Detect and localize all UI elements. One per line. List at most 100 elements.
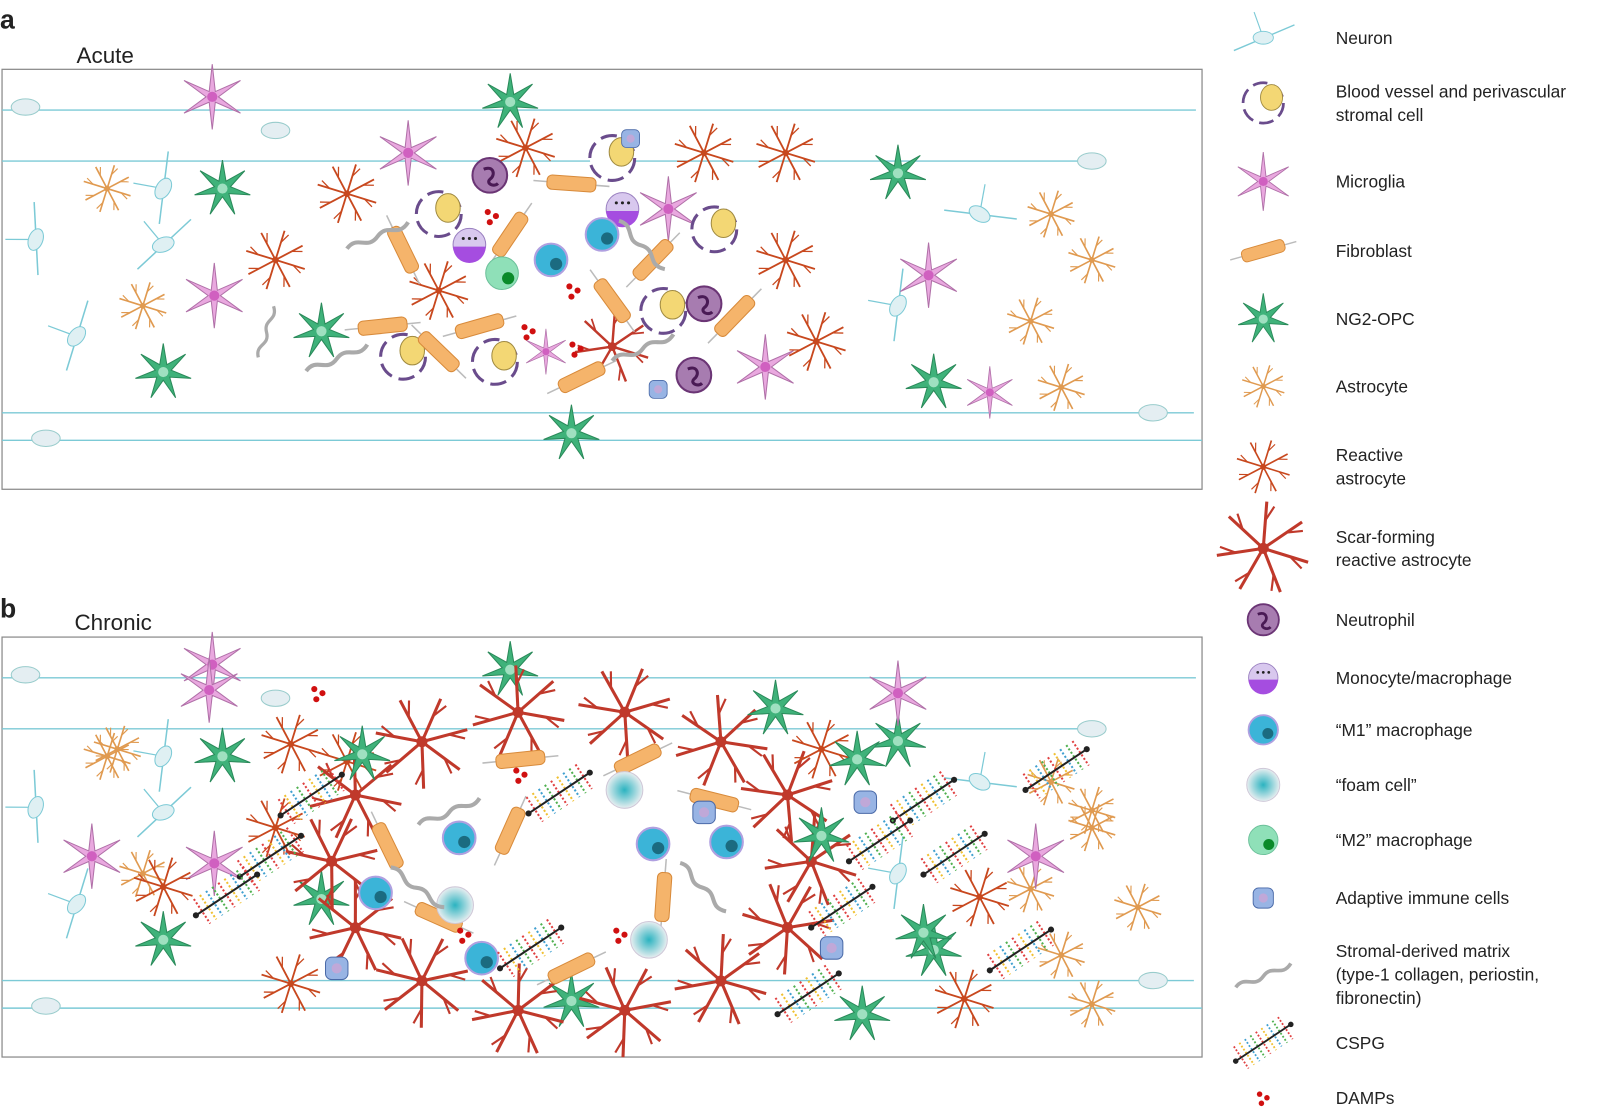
- process: [578, 703, 626, 714]
- chain: [277, 798, 296, 825]
- process: [421, 728, 468, 744]
- process: [1029, 320, 1043, 344]
- matrix: [416, 796, 482, 826]
- process: [376, 772, 394, 778]
- process: [815, 341, 832, 369]
- nucleus: [86, 851, 97, 862]
- process: [1080, 823, 1088, 831]
- soma: [1138, 971, 1168, 990]
- adaptive-icon: [621, 129, 641, 149]
- stromal-icon: [256, 305, 277, 358]
- process: [96, 738, 104, 746]
- process: [321, 180, 330, 189]
- process: [1270, 574, 1275, 592]
- process: [411, 289, 440, 306]
- process: [530, 122, 540, 131]
- process: [1091, 827, 1104, 850]
- fibroblast-icon: [493, 795, 527, 866]
- chain: [242, 865, 261, 892]
- process: [131, 887, 139, 894]
- nucleus: [697, 295, 714, 316]
- end: [845, 858, 853, 865]
- chain: [546, 918, 565, 945]
- process: [311, 796, 329, 803]
- fibroblast-icon: [589, 269, 636, 333]
- chain: [223, 878, 242, 904]
- damps-icon: [521, 324, 536, 341]
- cell: [1246, 767, 1281, 802]
- process: [1060, 386, 1085, 396]
- cell: [471, 156, 509, 194]
- process: [265, 730, 274, 740]
- process: [1079, 805, 1093, 829]
- process: [1034, 300, 1042, 308]
- soma: [1257, 542, 1269, 554]
- chain: [255, 847, 274, 874]
- process: [1029, 888, 1043, 911]
- process: [290, 743, 321, 755]
- process: [1071, 816, 1079, 824]
- chain: [509, 943, 528, 969]
- chain: [799, 981, 818, 1007]
- process: [1022, 888, 1032, 913]
- soma: [607, 342, 617, 351]
- soma: [272, 824, 279, 831]
- scar-icon: [472, 665, 565, 757]
- pericyte: [710, 208, 737, 239]
- cell: [1247, 714, 1279, 746]
- process: [525, 132, 554, 149]
- process: [106, 164, 116, 189]
- nucleus: [1030, 851, 1041, 862]
- process: [135, 885, 164, 902]
- cspg-icon: [192, 865, 261, 925]
- chain: [888, 815, 907, 842]
- process: [963, 998, 980, 1027]
- process: [807, 946, 815, 963]
- soma: [154, 745, 173, 768]
- chain: [556, 776, 575, 802]
- chain: [1266, 1023, 1283, 1047]
- soma: [1138, 404, 1168, 422]
- nucleus: [860, 797, 871, 808]
- chain: [1040, 760, 1060, 787]
- process: [677, 979, 694, 987]
- soma: [31, 429, 61, 447]
- m1-icon: [533, 242, 569, 278]
- process: [1060, 954, 1085, 964]
- foam-icon: [605, 771, 644, 809]
- end: [277, 812, 284, 819]
- process: [1137, 906, 1150, 930]
- process: [618, 739, 628, 756]
- panel-letter: a: [0, 5, 15, 35]
- process: [93, 741, 118, 750]
- granule: [627, 201, 631, 205]
- damp: [457, 927, 464, 934]
- soma: [326, 855, 338, 867]
- chain: [857, 878, 876, 904]
- process: [290, 968, 319, 985]
- process: [775, 259, 787, 290]
- nucleus: [687, 366, 704, 387]
- soma: [139, 870, 146, 877]
- soma: [31, 997, 61, 1015]
- process: [122, 294, 130, 302]
- process: [1080, 273, 1088, 281]
- chain: [229, 874, 248, 900]
- process: [1071, 249, 1079, 256]
- end: [1288, 1021, 1294, 1028]
- nucleus: [502, 272, 515, 285]
- process: [1010, 877, 1017, 885]
- reactive-icon: [756, 230, 816, 290]
- fibroblast-icon: [536, 951, 607, 986]
- process: [311, 928, 329, 935]
- pericyte: [1260, 84, 1284, 111]
- soma: [66, 893, 87, 915]
- process: [966, 914, 975, 923]
- damp: [615, 937, 622, 944]
- process: [130, 851, 144, 874]
- process: [263, 743, 292, 760]
- process: [1038, 759, 1052, 783]
- process: [275, 259, 306, 270]
- chain: [1244, 1038, 1261, 1062]
- scar-icon: [578, 668, 671, 760]
